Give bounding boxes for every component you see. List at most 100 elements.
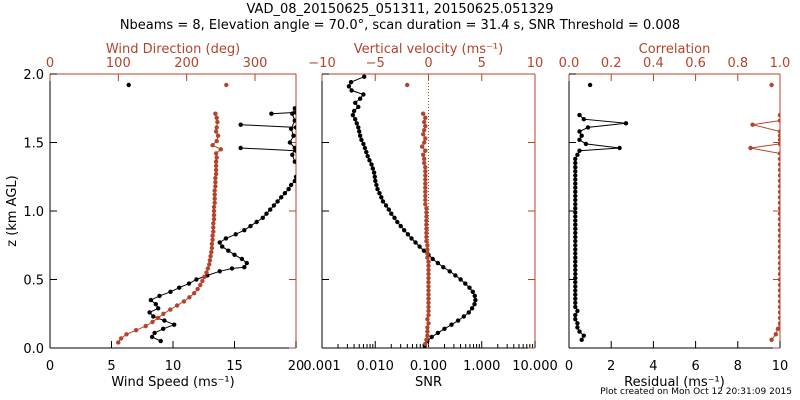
data-point bbox=[293, 148, 296, 153]
data-point bbox=[162, 318, 167, 323]
data-point bbox=[573, 312, 578, 318]
data-point bbox=[777, 156, 780, 162]
data-point bbox=[575, 325, 580, 330]
data-point bbox=[209, 249, 214, 255]
data-point bbox=[290, 152, 295, 157]
top-tick-label: 0 bbox=[46, 56, 54, 71]
figure-title-line2: Nbeams = 8, Elevation angle = 70.0°, sca… bbox=[119, 18, 681, 33]
bottom-tick-label: 8 bbox=[734, 359, 742, 374]
data-point bbox=[426, 263, 431, 268]
left-series-group bbox=[116, 82, 296, 345]
data-point bbox=[467, 285, 472, 290]
data-point bbox=[426, 284, 431, 289]
data-point bbox=[153, 302, 158, 307]
top-axis-label: Wind Direction (deg) bbox=[106, 42, 240, 57]
data-point bbox=[573, 267, 578, 273]
data-point bbox=[213, 180, 218, 185]
data-point bbox=[224, 82, 229, 88]
bottom-tick-label: 10.000 bbox=[512, 359, 558, 374]
data-point bbox=[242, 228, 247, 233]
data-point bbox=[150, 319, 155, 325]
data-point bbox=[423, 165, 428, 170]
bottom-tick-label: 15 bbox=[226, 359, 243, 374]
data-point bbox=[239, 256, 245, 262]
data-point bbox=[777, 189, 780, 194]
top-tick-label: 0.6 bbox=[685, 56, 706, 71]
data-point bbox=[244, 260, 249, 266]
data-point bbox=[218, 147, 223, 152]
data-point bbox=[292, 159, 296, 164]
data-point bbox=[426, 259, 431, 264]
data-point bbox=[217, 269, 222, 274]
data-point bbox=[210, 237, 215, 242]
bottom-tick-label: 0 bbox=[46, 359, 54, 374]
data-point bbox=[777, 233, 780, 238]
data-point bbox=[573, 169, 578, 174]
data-point bbox=[585, 125, 591, 130]
data-point bbox=[577, 137, 582, 142]
data-point bbox=[157, 293, 162, 299]
data-point bbox=[573, 296, 578, 301]
data-point bbox=[288, 182, 294, 188]
data-point bbox=[617, 145, 622, 151]
data-point bbox=[187, 295, 192, 300]
data-point bbox=[215, 119, 220, 125]
data-point bbox=[211, 221, 216, 226]
data-point bbox=[377, 191, 382, 196]
data-point bbox=[214, 115, 219, 121]
data-point bbox=[579, 133, 584, 138]
data-point bbox=[425, 243, 430, 248]
middle-series-group bbox=[346, 74, 478, 348]
data-point bbox=[373, 178, 378, 184]
data-point bbox=[424, 337, 429, 342]
data-point bbox=[405, 232, 411, 237]
series-line bbox=[240, 124, 296, 128]
data-point bbox=[116, 340, 121, 345]
data-point bbox=[425, 251, 430, 256]
data-point bbox=[777, 304, 780, 310]
data-point bbox=[248, 223, 253, 229]
data-point bbox=[623, 121, 629, 126]
data-point bbox=[435, 260, 441, 266]
data-point bbox=[577, 329, 582, 334]
data-point bbox=[369, 162, 374, 167]
series-line bbox=[750, 115, 780, 341]
data-point bbox=[386, 207, 391, 212]
data-point bbox=[422, 160, 427, 166]
top-tick-label: 0 bbox=[424, 56, 432, 71]
bottom-tick-label: 0.010 bbox=[357, 359, 394, 374]
data-point bbox=[367, 158, 372, 163]
data-point bbox=[279, 195, 284, 200]
data-point bbox=[777, 222, 780, 227]
data-point bbox=[573, 238, 578, 244]
bottom-axis-label: Residual (ms⁻¹) bbox=[624, 375, 725, 390]
data-point bbox=[213, 159, 219, 164]
series-line bbox=[348, 76, 476, 346]
data-point bbox=[374, 182, 379, 188]
data-point bbox=[573, 177, 578, 182]
data-point bbox=[777, 228, 780, 233]
data-point bbox=[370, 166, 375, 171]
data-point bbox=[211, 208, 217, 214]
data-point bbox=[213, 175, 218, 181]
data-point bbox=[573, 284, 578, 289]
bottom-tick-label: 0.001 bbox=[303, 359, 340, 374]
data-point bbox=[777, 255, 780, 260]
data-point bbox=[354, 121, 359, 126]
data-point bbox=[777, 238, 780, 244]
data-point bbox=[349, 88, 354, 93]
data-point bbox=[425, 333, 430, 338]
data-point bbox=[209, 245, 215, 251]
data-point bbox=[577, 112, 582, 118]
data-point bbox=[365, 154, 370, 159]
top-tick-label: 300 bbox=[243, 56, 268, 71]
data-point bbox=[424, 210, 429, 215]
right-panel: 0 2 4 6 8 10 Residual (ms⁻¹) 0.0 0.2 0.4 0.6 0.8 1.0… bbox=[559, 42, 791, 390]
data-point bbox=[207, 262, 212, 267]
data-point bbox=[149, 334, 155, 340]
data-point bbox=[409, 236, 414, 241]
data-point bbox=[424, 222, 429, 227]
bottom-tick-label: 1.000 bbox=[463, 359, 500, 374]
data-point bbox=[587, 82, 593, 88]
top-tick-label: 0.4 bbox=[643, 56, 664, 71]
